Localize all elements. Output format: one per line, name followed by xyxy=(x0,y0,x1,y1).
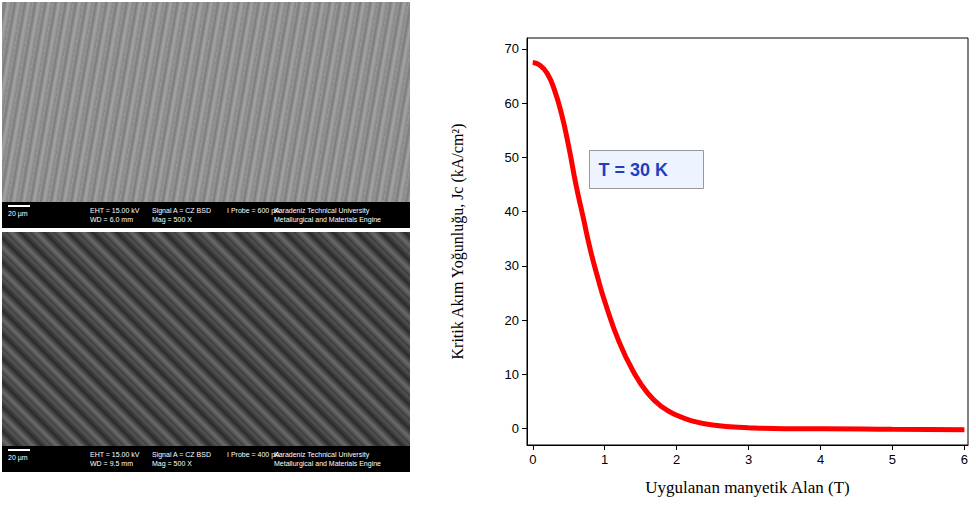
html-text:20 µm: 20 µm xyxy=(8,454,28,461)
svg-text:0: 0 xyxy=(512,421,519,436)
html-text:WD = 6.0 mm: WD = 6.0 mm xyxy=(90,216,133,223)
html-text:Metallurgical and Materials En: Metallurgical and Materials Engine xyxy=(274,460,381,467)
svg-text:T = 30 K: T = 30 K xyxy=(599,160,669,180)
html-text:Signal A = CZ BSD: Signal A = CZ BSD xyxy=(152,207,211,214)
svg-text:0: 0 xyxy=(529,452,536,467)
html-text:Mag = 500 X: Mag = 500 X xyxy=(152,460,192,467)
html-text:Mag = 500 X: Mag = 500 X xyxy=(152,216,192,223)
html-text:20 µm: 20 µm xyxy=(8,210,28,217)
svg-text:50: 50 xyxy=(505,150,519,165)
svg-text:5: 5 xyxy=(889,452,896,467)
html-text:Karadeniz Technical University: Karadeniz Technical University xyxy=(274,207,370,214)
svg-text:4: 4 xyxy=(817,452,824,467)
html-text:EHT = 15.00 kV: EHT = 15.00 kV xyxy=(90,451,140,458)
html-text:WD = 9.5 mm: WD = 9.5 mm xyxy=(90,460,133,467)
html-text:Karadeniz Technical University: Karadeniz Technical University xyxy=(274,451,370,458)
html-text:I Probe = 600 pA: I Probe = 600 pA xyxy=(227,207,280,214)
svg-text:20: 20 xyxy=(505,313,519,328)
svg-text:3: 3 xyxy=(745,452,752,467)
html-text:EHT = 15.00 kV: EHT = 15.00 kV xyxy=(90,207,140,214)
svg-text:70: 70 xyxy=(505,41,519,56)
svg-text:30: 30 xyxy=(505,258,519,273)
svg-text:40: 40 xyxy=(505,204,519,219)
svg-text:2: 2 xyxy=(673,452,680,467)
html-text:Signal A = CZ BSD: Signal A = CZ BSD xyxy=(152,451,211,458)
svg-text:Kritik Akım Yoğunluğu, Jc (kA/: Kritik Akım Yoğunluğu, Jc (kA/cm²) xyxy=(449,124,467,360)
svg-text:6: 6 xyxy=(961,452,968,467)
html-text:Metallurgical and Materials En: Metallurgical and Materials Engine xyxy=(274,216,381,223)
svg-text:Uygulanan manyetik Alan (T): Uygulanan manyetik Alan (T) xyxy=(645,478,849,497)
svg-text:10: 10 xyxy=(505,367,519,382)
svg-text:1: 1 xyxy=(601,452,608,467)
svg-text:60: 60 xyxy=(505,96,519,111)
html-text:I Probe = 400 pA: I Probe = 400 pA xyxy=(227,451,280,458)
